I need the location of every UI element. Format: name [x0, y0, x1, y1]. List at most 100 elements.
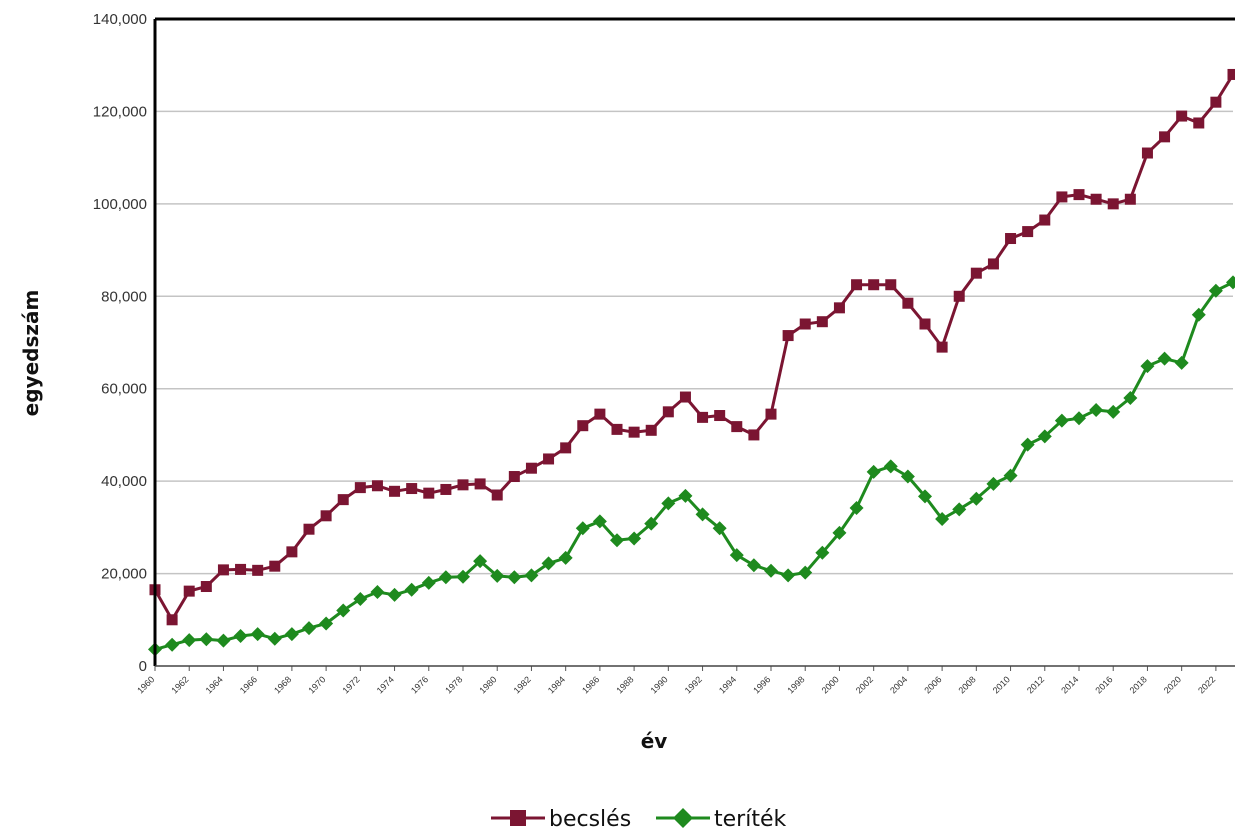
- legend-label-becsles: becslés: [549, 807, 631, 829]
- data-point: [1072, 411, 1086, 426]
- data-point: [284, 627, 299, 642]
- x-tick-label: 1960: [135, 674, 156, 695]
- data-point: [815, 545, 830, 560]
- x-tick-label: 1976: [409, 674, 430, 695]
- data-point: [541, 556, 556, 571]
- data-point: [525, 462, 537, 474]
- data-point: [508, 471, 520, 483]
- x-axis-tick-labels: 1960 1962 1964 1966 1968 1970 1972 1974 1976 1978…: [135, 666, 1217, 696]
- series-line-0: [153, 73, 1235, 622]
- data-point: [354, 482, 366, 494]
- data-point: [969, 491, 984, 506]
- data-point: [1159, 131, 1171, 143]
- x-tick-label: 1984: [546, 674, 567, 695]
- data-point: [182, 633, 197, 648]
- data-point: [833, 302, 845, 314]
- legend-label-teritek: teríték: [714, 807, 786, 829]
- data-point: [252, 564, 264, 576]
- y-tick-label: 0: [139, 658, 147, 675]
- data-point: [1208, 283, 1223, 298]
- data-point: [1157, 351, 1172, 366]
- data-point: [1073, 189, 1085, 201]
- data-point: [1054, 413, 1069, 428]
- data-point: [1226, 275, 1235, 290]
- legend-item-becsles: becslés: [491, 807, 631, 829]
- x-tick-label: 2020: [1162, 674, 1183, 695]
- data-point: [490, 568, 505, 583]
- data-point: [1227, 68, 1235, 80]
- data-point: [645, 424, 657, 436]
- x-tick-label: 1992: [683, 674, 704, 695]
- data-point: [832, 525, 847, 540]
- data-point: [1191, 307, 1206, 322]
- data-point: [421, 575, 436, 590]
- x-tick-label: 2018: [1128, 674, 1149, 695]
- data-point: [1210, 96, 1222, 108]
- data-point: [200, 581, 212, 593]
- x-axis-title: év: [641, 729, 668, 753]
- data-point: [611, 423, 623, 435]
- data-point: [644, 516, 659, 531]
- data-point: [404, 582, 419, 597]
- data-point: [592, 514, 607, 529]
- data-point: [457, 479, 469, 491]
- x-tick-label: 1998: [785, 674, 806, 695]
- data-point: [900, 469, 915, 484]
- data-point: [217, 564, 229, 576]
- legend-marker-teritek: [673, 808, 693, 828]
- data-point: [1123, 390, 1138, 405]
- data-point: [1089, 402, 1104, 417]
- x-tick-label: 1996: [751, 674, 772, 695]
- x-tick-label: 1994: [717, 674, 738, 695]
- legend-marker-becsles: [510, 810, 526, 826]
- data-point: [627, 531, 642, 546]
- data-point: [371, 480, 383, 492]
- data-point: [440, 483, 452, 495]
- data-point: [610, 533, 624, 548]
- plot-frame: [153, 17, 1235, 667]
- data-point: [474, 478, 486, 490]
- data-point: [712, 521, 727, 536]
- data-point: [1039, 214, 1051, 226]
- y-tick-label: 20,000: [101, 566, 147, 583]
- x-tick-label: 1974: [375, 674, 396, 695]
- data-point: [902, 297, 914, 309]
- data-point: [697, 411, 709, 423]
- x-tick-label: 1962: [169, 674, 190, 695]
- data-point: [748, 429, 760, 441]
- data-point: [816, 316, 828, 328]
- series-line-1: [154, 281, 1234, 651]
- series-0: [149, 68, 1235, 626]
- data-point: [1174, 355, 1189, 370]
- data-point: [302, 621, 316, 636]
- data-point: [1003, 468, 1018, 483]
- x-tick-label: 2008: [957, 674, 978, 695]
- x-tick-label: 2014: [1059, 674, 1080, 695]
- y-axis-title: egyedszám: [19, 290, 43, 417]
- data-point: [1090, 193, 1102, 205]
- data-point: [935, 512, 950, 527]
- data-point: [1020, 437, 1035, 452]
- data-point: [782, 330, 794, 342]
- x-tick-label: 1982: [512, 674, 533, 695]
- data-point: [731, 421, 743, 433]
- data-point: [679, 391, 691, 403]
- data-point: [336, 603, 351, 618]
- x-tick-label: 1978: [443, 674, 464, 695]
- series-1: [148, 275, 1235, 657]
- data-point: [918, 489, 932, 504]
- data-point: [953, 290, 965, 302]
- data-point: [183, 585, 195, 597]
- data-point: [628, 426, 640, 438]
- data-point: [319, 616, 334, 631]
- y-tick-label: 40,000: [101, 473, 147, 490]
- data-point: [303, 523, 315, 535]
- gridlines: [155, 110, 1233, 575]
- series-layer: [148, 68, 1235, 657]
- y-tick-label: 140,000: [93, 11, 147, 28]
- data-point: [370, 585, 385, 600]
- y-tick-label: 100,000: [93, 196, 147, 213]
- data-point: [883, 459, 898, 474]
- x-tick-label: 1972: [341, 674, 362, 695]
